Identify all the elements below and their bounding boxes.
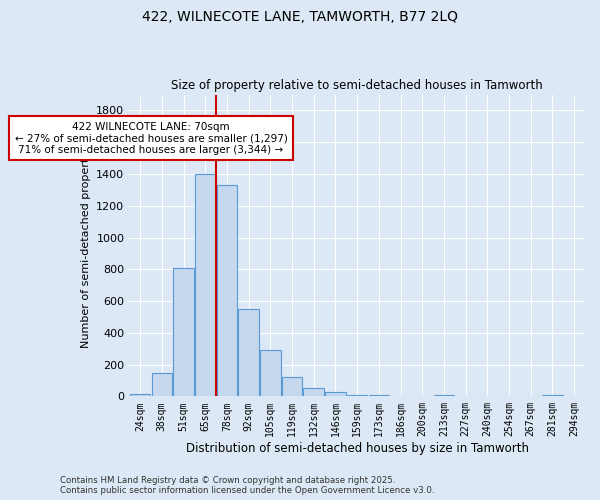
Text: Contains HM Land Registry data © Crown copyright and database right 2025.
Contai: Contains HM Land Registry data © Crown c… xyxy=(60,476,434,495)
Bar xyxy=(325,392,346,396)
Bar xyxy=(173,268,194,396)
Bar xyxy=(304,388,324,396)
Bar xyxy=(282,378,302,396)
Bar xyxy=(130,394,151,396)
Bar xyxy=(238,309,259,396)
Bar xyxy=(542,395,563,396)
Bar xyxy=(217,185,237,396)
Bar xyxy=(434,395,454,396)
Text: 422 WILNECOTE LANE: 70sqm
← 27% of semi-detached houses are smaller (1,297)
71% : 422 WILNECOTE LANE: 70sqm ← 27% of semi-… xyxy=(14,122,287,155)
Title: Size of property relative to semi-detached houses in Tamworth: Size of property relative to semi-detach… xyxy=(171,79,543,92)
Bar xyxy=(195,174,215,396)
X-axis label: Distribution of semi-detached houses by size in Tamworth: Distribution of semi-detached houses by … xyxy=(185,442,529,455)
Bar xyxy=(152,372,172,396)
Bar xyxy=(260,350,281,397)
Y-axis label: Number of semi-detached properties: Number of semi-detached properties xyxy=(81,142,91,348)
Bar xyxy=(347,394,367,396)
Bar xyxy=(368,394,389,396)
Text: 422, WILNECOTE LANE, TAMWORTH, B77 2LQ: 422, WILNECOTE LANE, TAMWORTH, B77 2LQ xyxy=(142,10,458,24)
